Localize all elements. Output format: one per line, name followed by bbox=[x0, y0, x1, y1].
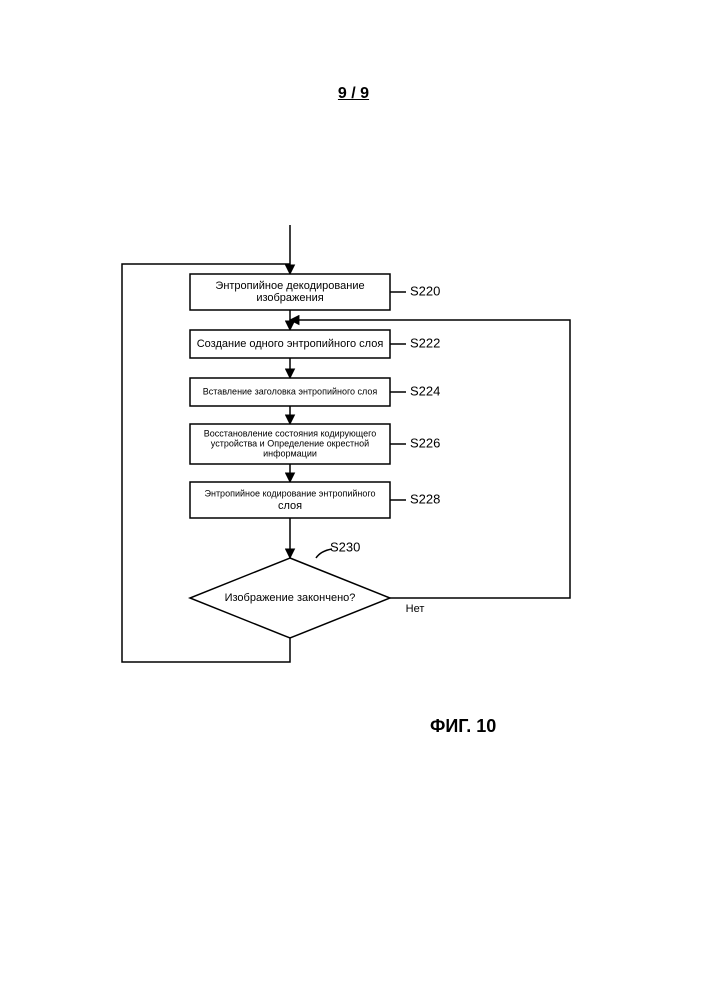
node-s228-line0: Энтропийное кодирование энтропийного bbox=[205, 488, 376, 498]
node-s228-line1: слоя bbox=[278, 500, 302, 512]
edge-label-no: Нет bbox=[406, 603, 425, 615]
label-s228: S228 bbox=[410, 491, 440, 506]
label-s220: S220 bbox=[410, 283, 440, 298]
node-s224-line0: Вставление заголовка энтропийного слоя bbox=[203, 386, 378, 396]
edge-no-loop bbox=[390, 320, 570, 598]
node-s220-line0: Энтропийное декодирование bbox=[215, 280, 364, 292]
node-s220-line1: изображения bbox=[256, 292, 323, 304]
node-s226-line1: устройства и Определение окрестной bbox=[211, 438, 369, 448]
flowchart: Нет Энтропийное декодированиеизображения S… bbox=[0, 0, 707, 1000]
node-s226-line0: Восстановление состояния кодирующего bbox=[204, 428, 376, 438]
node-s230-line0: Изображение закончено? bbox=[225, 592, 356, 604]
node-s222-line0: Создание одного энтропийного слоя bbox=[197, 338, 384, 350]
label-s224: S224 bbox=[410, 383, 440, 398]
label-s230: S230 bbox=[330, 539, 360, 554]
node-s226-line2: информации bbox=[263, 448, 317, 458]
label-s226: S226 bbox=[410, 435, 440, 450]
label-s222: S222 bbox=[410, 335, 440, 350]
